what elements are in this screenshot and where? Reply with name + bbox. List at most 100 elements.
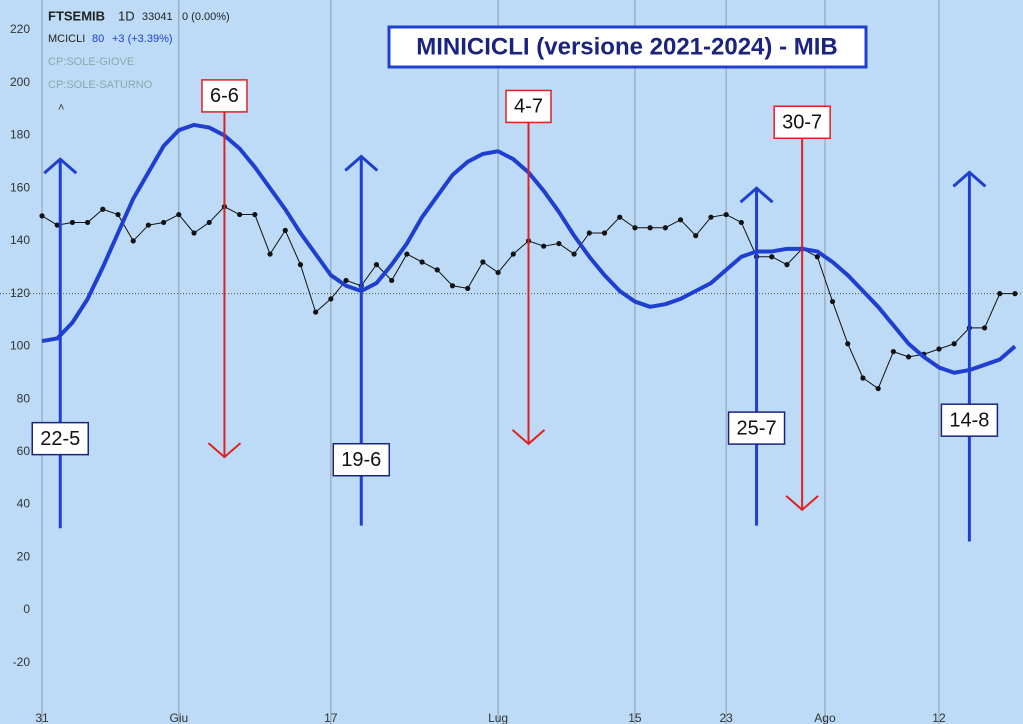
data-point: [890, 349, 896, 355]
y-tick-label: -20: [13, 655, 31, 669]
data-point: [708, 214, 714, 220]
collapse-icon[interactable]: ˄: [58, 102, 64, 114]
data-point: [297, 262, 304, 268]
data-point: [1012, 291, 1018, 297]
arrow-head: [511, 429, 546, 446]
data-point: [419, 259, 425, 265]
data-point: [343, 277, 349, 284]
data-point: [69, 219, 76, 226]
data-point: [130, 238, 136, 244]
y-tick-label: 220: [10, 22, 30, 36]
data-point: [571, 251, 577, 257]
x-tick-label: Giu: [169, 711, 188, 724]
x-tick-label: 23: [719, 711, 733, 724]
data-point: [677, 217, 684, 223]
y-tick-label: 100: [10, 339, 30, 353]
chart-title: MINICICLI (versione 2021-2024) - MIB: [416, 33, 837, 60]
arrow-head: [207, 442, 242, 459]
x-tick-label: 31: [35, 711, 49, 724]
data-point: [875, 385, 881, 392]
data-point: [161, 219, 167, 226]
data-point: [586, 230, 592, 236]
legend-value: 33041: [142, 11, 173, 23]
y-tick-label: 80: [17, 391, 31, 405]
data-point: [313, 309, 319, 315]
y-tick-label: 160: [10, 180, 30, 194]
data-point: [951, 341, 957, 347]
annotation-box: [332, 442, 391, 477]
data-point: [267, 251, 273, 257]
legend-name: FTSEMIB: [48, 8, 105, 23]
data-point: [389, 277, 395, 284]
data-point: [191, 230, 197, 236]
data-point: [373, 262, 380, 268]
y-tick-label: 180: [10, 128, 30, 142]
x-tick-label: 12: [932, 711, 946, 724]
data-point: [449, 283, 456, 289]
data-point: [647, 225, 653, 231]
annotation-label: 14-8: [949, 409, 989, 431]
y-tick-label: 40: [17, 497, 31, 511]
annotation-box: [727, 411, 786, 445]
data-point: [328, 296, 334, 302]
y-tick-label: 0: [23, 602, 30, 616]
annotation-label: 19-6: [341, 449, 381, 471]
x-tick-label: Lug: [488, 711, 508, 724]
arrow-head: [344, 154, 379, 172]
data-point: [556, 240, 562, 247]
data-point: [115, 211, 121, 218]
data-point: [845, 341, 851, 347]
hidden-indicator: CP:SOLE-SATURNO: [48, 79, 153, 91]
data-point: [465, 285, 471, 291]
annotation-label: 25-7: [737, 417, 777, 439]
arrow-head: [952, 170, 987, 188]
annotation-box: [940, 403, 999, 437]
legend-name: MCICLI: [48, 33, 85, 45]
data-point: [541, 243, 547, 249]
legend-change: +3 (+3.39%): [112, 33, 173, 45]
data-point: [495, 269, 501, 276]
arrow-head: [43, 157, 78, 175]
x-tick-label: Ago: [814, 711, 836, 724]
data-point: [769, 254, 775, 260]
data-point: [662, 225, 668, 231]
annotation-box: [773, 105, 831, 140]
annotation-label: 30-7: [782, 112, 822, 134]
data-point: [738, 219, 744, 226]
arrow-head: [785, 495, 819, 512]
y-tick-label: 140: [10, 233, 30, 247]
data-point: [693, 233, 699, 239]
data-point: [176, 211, 182, 218]
data-point: [237, 211, 243, 218]
data-point: [404, 251, 410, 257]
annotation-box: [201, 79, 248, 113]
data-point: [936, 346, 942, 352]
data-point: [601, 230, 608, 236]
data-point: [282, 227, 288, 233]
arrow-head: [739, 186, 774, 204]
y-tick-label: 20: [17, 549, 31, 563]
data-point: [905, 354, 912, 360]
data-point: [85, 219, 91, 226]
data-point: [617, 214, 623, 220]
data-point: [997, 291, 1003, 297]
data-point: [632, 225, 638, 231]
data-point: [39, 213, 45, 219]
legend-change: 0 (0.00%): [182, 11, 230, 23]
annotation-box: [31, 421, 89, 456]
annotation-label: 22-5: [40, 428, 80, 450]
data-point: [145, 222, 152, 228]
annotation-label: 4-7: [514, 96, 543, 118]
title-box: [387, 25, 868, 69]
data-point: [860, 375, 866, 381]
data-point: [510, 251, 516, 257]
y-tick-label: 120: [10, 286, 30, 300]
legend-value: 80: [92, 33, 104, 45]
data-point: [434, 267, 440, 273]
hidden-indicator: CP:SOLE-GIOVE: [48, 56, 134, 68]
legend-interval: 1D: [118, 8, 135, 23]
annotation-box: [505, 89, 552, 124]
data-point: [829, 298, 836, 305]
